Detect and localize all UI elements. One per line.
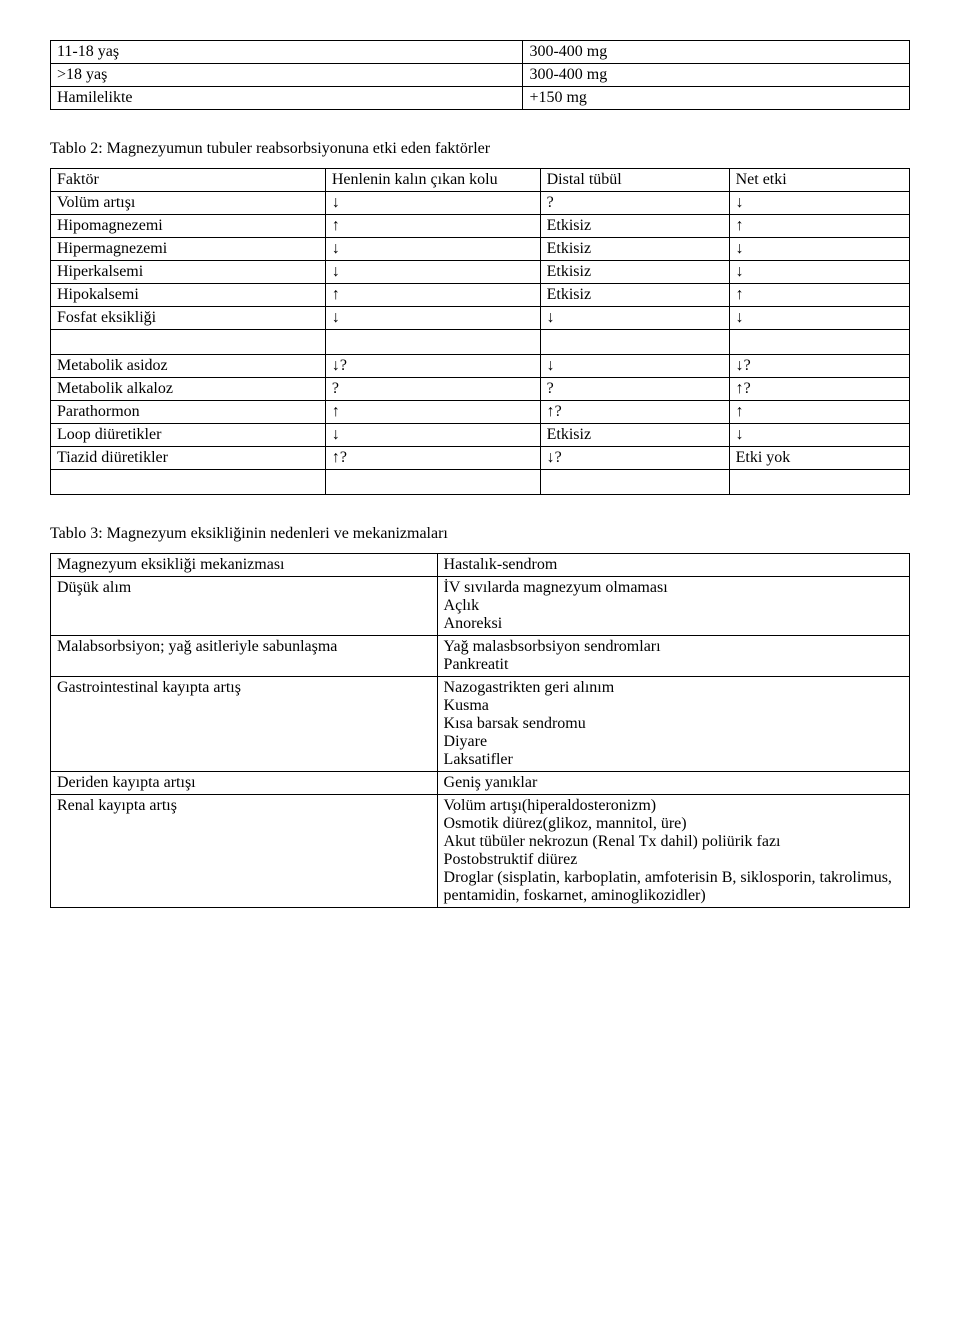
cell: ↑?: [325, 447, 540, 470]
syndrome-cell: İV sıvılarda magnezyum olmamasıAçlıkAnor…: [437, 577, 909, 636]
cell: ↓: [729, 238, 909, 261]
cell: ↓: [729, 307, 909, 330]
dosage-table: 11-18 yaş300-400 mg>18 yaş300-400 mgHami…: [50, 40, 910, 110]
cell: ↓: [729, 192, 909, 215]
cell: Metabolik alkaloz: [51, 378, 326, 401]
table-row: Malabsorbsiyon; yağ asitleriyle sabunlaş…: [51, 636, 910, 677]
mechanisms-table: Magnezyum eksikliği mekanizması Hastalık…: [50, 553, 910, 908]
cell: Metabolik asidoz: [51, 355, 326, 378]
factors-table: Faktör Henlenin kalın çıkan kolu Distal …: [50, 168, 910, 495]
table-row: Renal kayıpta artışVolüm artışı(hiperald…: [51, 795, 910, 908]
cell: Tiazid diüretikler: [51, 447, 326, 470]
cell: Etki yok: [729, 447, 909, 470]
mechanism-cell: Deriden kayıpta artışı: [51, 772, 438, 795]
table-header-row: Magnezyum eksikliği mekanizması Hastalık…: [51, 554, 910, 577]
table-row: Düşük alımİV sıvılarda magnezyum olmamas…: [51, 577, 910, 636]
cell: Etkisiz: [540, 424, 729, 447]
col-net: Net etki: [729, 169, 909, 192]
syndrome-cell: Geniş yanıklar: [437, 772, 909, 795]
mechanism-cell: Renal kayıpta artış: [51, 795, 438, 908]
cell: ↑?: [540, 401, 729, 424]
cell: Parathormon: [51, 401, 326, 424]
table-row: Hamilelikte+150 mg: [51, 87, 910, 110]
table-row: Parathormon↑↑?↑: [51, 401, 910, 424]
cell: ↓?: [729, 355, 909, 378]
cell: ↑: [325, 284, 540, 307]
cell: ↓: [325, 238, 540, 261]
table-row: Hipermagnezemi↓Etkisiz↓: [51, 238, 910, 261]
table-row: Loop diüretikler↓Etkisiz↓: [51, 424, 910, 447]
table2-caption: Tablo 2: Magnezyumun tubuler reabsorbsiy…: [50, 140, 910, 158]
table-row: Fosfat eksikliği↓↓↓: [51, 307, 910, 330]
cell: ↑: [325, 215, 540, 238]
dose-cell: 300-400 mg: [523, 41, 910, 64]
cell: Etkisiz: [540, 215, 729, 238]
table-row: Gastrointestinal kayıpta artışNazogastri…: [51, 677, 910, 772]
table-row: Hipokalsemi↑Etkisiz↑: [51, 284, 910, 307]
col-henle: Henlenin kalın çıkan kolu: [325, 169, 540, 192]
syndrome-cell: Yağ malasbsorbsiyon sendromlarıPankreati…: [437, 636, 909, 677]
cell: Hipomagnezemi: [51, 215, 326, 238]
table-row: Deriden kayıpta artışıGeniş yanıklar: [51, 772, 910, 795]
cell: ↑?: [729, 378, 909, 401]
dose-cell: 300-400 mg: [523, 64, 910, 87]
col-mechanism: Magnezyum eksikliği mekanizması: [51, 554, 438, 577]
age-cell: 11-18 yaş: [51, 41, 523, 64]
table-row: Metabolik asidoz↓?↓↓?: [51, 355, 910, 378]
spacer-row: [51, 330, 910, 355]
table3-caption: Tablo 3: Magnezyum eksikliğinin nedenler…: [50, 525, 910, 543]
cell: ↓: [540, 307, 729, 330]
table-header-row: Faktör Henlenin kalın çıkan kolu Distal …: [51, 169, 910, 192]
mechanism-cell: Gastrointestinal kayıpta artış: [51, 677, 438, 772]
syndrome-cell: Volüm artışı(hiperaldosteronizm)Osmotik …: [437, 795, 909, 908]
table-row: >18 yaş300-400 mg: [51, 64, 910, 87]
cell: ↓: [540, 355, 729, 378]
cell: ↑: [729, 401, 909, 424]
cell: ↓: [325, 307, 540, 330]
age-cell: >18 yaş: [51, 64, 523, 87]
dose-cell: +150 mg: [523, 87, 910, 110]
cell: ↓?: [540, 447, 729, 470]
cell: ↓: [325, 192, 540, 215]
syndrome-cell: Nazogastrikten geri alınımKusmaKısa bars…: [437, 677, 909, 772]
cell: Etkisiz: [540, 261, 729, 284]
cell: Hipermagnezemi: [51, 238, 326, 261]
cell: ↓: [729, 261, 909, 284]
cell: Volüm artışı: [51, 192, 326, 215]
spacer-row: [51, 470, 910, 495]
table-row: Metabolik alkaloz??↑?: [51, 378, 910, 401]
table-row: Hipomagnezemi↑Etkisiz↑: [51, 215, 910, 238]
col-syndrome: Hastalık-sendrom: [437, 554, 909, 577]
col-factor: Faktör: [51, 169, 326, 192]
cell: ↑: [325, 401, 540, 424]
cell: ?: [540, 192, 729, 215]
cell: ↑: [729, 284, 909, 307]
cell: ↓?: [325, 355, 540, 378]
cell: Etkisiz: [540, 284, 729, 307]
cell: ↑: [729, 215, 909, 238]
table-row: Hiperkalsemi↓Etkisiz↓: [51, 261, 910, 284]
cell: Fosfat eksikliği: [51, 307, 326, 330]
cell: Hiperkalsemi: [51, 261, 326, 284]
table-row: Tiazid diüretikler↑?↓?Etki yok: [51, 447, 910, 470]
table-row: Volüm artışı↓?↓: [51, 192, 910, 215]
cell: ↓: [325, 424, 540, 447]
cell: ?: [325, 378, 540, 401]
cell: Hipokalsemi: [51, 284, 326, 307]
table-row: 11-18 yaş300-400 mg: [51, 41, 910, 64]
cell: Loop diüretikler: [51, 424, 326, 447]
mechanism-cell: Malabsorbsiyon; yağ asitleriyle sabunlaş…: [51, 636, 438, 677]
cell: Etkisiz: [540, 238, 729, 261]
cell: ?: [540, 378, 729, 401]
cell: ↓: [325, 261, 540, 284]
age-cell: Hamilelikte: [51, 87, 523, 110]
cell: ↓: [729, 424, 909, 447]
col-distal: Distal tübül: [540, 169, 729, 192]
mechanism-cell: Düşük alım: [51, 577, 438, 636]
